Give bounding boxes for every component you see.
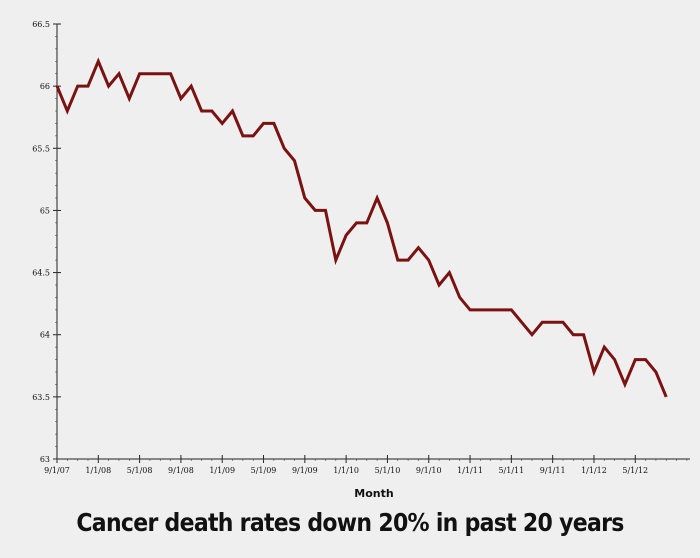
x-tick-label: 5/1/10 bbox=[375, 466, 401, 475]
y-tick-label: 64 bbox=[40, 331, 50, 340]
y-tick-label: 66 bbox=[40, 82, 50, 91]
x-tick-label: 1/1/10 bbox=[333, 466, 359, 475]
x-tick-label: 9/1/10 bbox=[416, 466, 442, 475]
y-axis-ticks: 63 63.5 64 64.5 65 65.5 66 66.5 bbox=[32, 20, 61, 464]
x-tick-label: 1/1/11 bbox=[457, 466, 483, 475]
x-tick-label: 5/1/11 bbox=[498, 466, 524, 475]
series-layer bbox=[55, 57, 668, 398]
x-tick-label: 9/1/07 bbox=[44, 466, 70, 475]
x-tick-label: 9/1/11 bbox=[540, 466, 566, 475]
series-line-0 bbox=[55, 57, 668, 398]
x-tick-label: 1/1/12 bbox=[581, 466, 607, 475]
y-tick-label: 64.5 bbox=[32, 269, 50, 278]
x-tick-label: 1/1/08 bbox=[85, 466, 111, 475]
x-tick-label: 5/1/12 bbox=[622, 466, 648, 475]
y-tick-label: 63 bbox=[40, 455, 50, 464]
x-tick-label: 5/1/09 bbox=[251, 466, 277, 475]
x-tick-label: 5/1/08 bbox=[127, 466, 153, 475]
y-tick-label: 66.5 bbox=[32, 20, 50, 29]
axes bbox=[56, 24, 690, 460]
y-tick-label: 63.5 bbox=[32, 393, 50, 402]
x-tick-label: 9/1/09 bbox=[292, 466, 318, 475]
x-axis-ticks: 9/1/07 1/1/08 5/1/08 9/1/08 1/1/09 5/1/09 9/1/… bbox=[44, 455, 688, 475]
chart-title: Cancer death rates down 20% in past 20 y… bbox=[76, 508, 624, 537]
x-axis-title: Month bbox=[354, 487, 393, 500]
x-tick-label: 9/1/08 bbox=[168, 466, 194, 475]
y-tick-label: 65 bbox=[40, 206, 50, 215]
y-tick-label: 65.5 bbox=[32, 144, 50, 153]
x-tick-label: 1/1/09 bbox=[209, 466, 235, 475]
